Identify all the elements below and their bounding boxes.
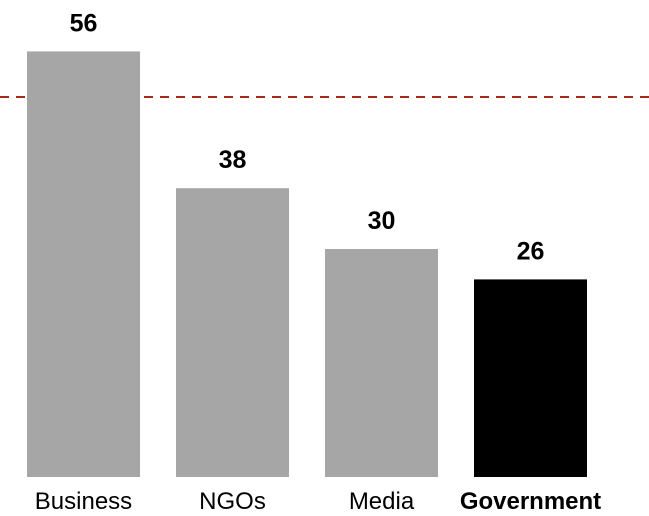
category-label-business: Business [35, 488, 132, 515]
bar-business [27, 51, 140, 478]
value-label-group: 56 38 30 26 [70, 9, 545, 265]
value-label-government: 26 [517, 237, 545, 265]
bar-government [474, 279, 587, 477]
bar-ngos [176, 188, 289, 477]
value-label-ngos: 38 [219, 146, 247, 174]
value-label-business: 56 [70, 9, 98, 37]
bar-media [325, 249, 438, 477]
value-label-media: 30 [368, 207, 396, 235]
bar-group [27, 51, 587, 478]
category-label-group: Business NGOs Media Government [35, 488, 601, 515]
category-label-government: Government [460, 488, 601, 515]
category-label-ngos: NGOs [199, 488, 266, 515]
category-label-media: Media [349, 488, 415, 515]
